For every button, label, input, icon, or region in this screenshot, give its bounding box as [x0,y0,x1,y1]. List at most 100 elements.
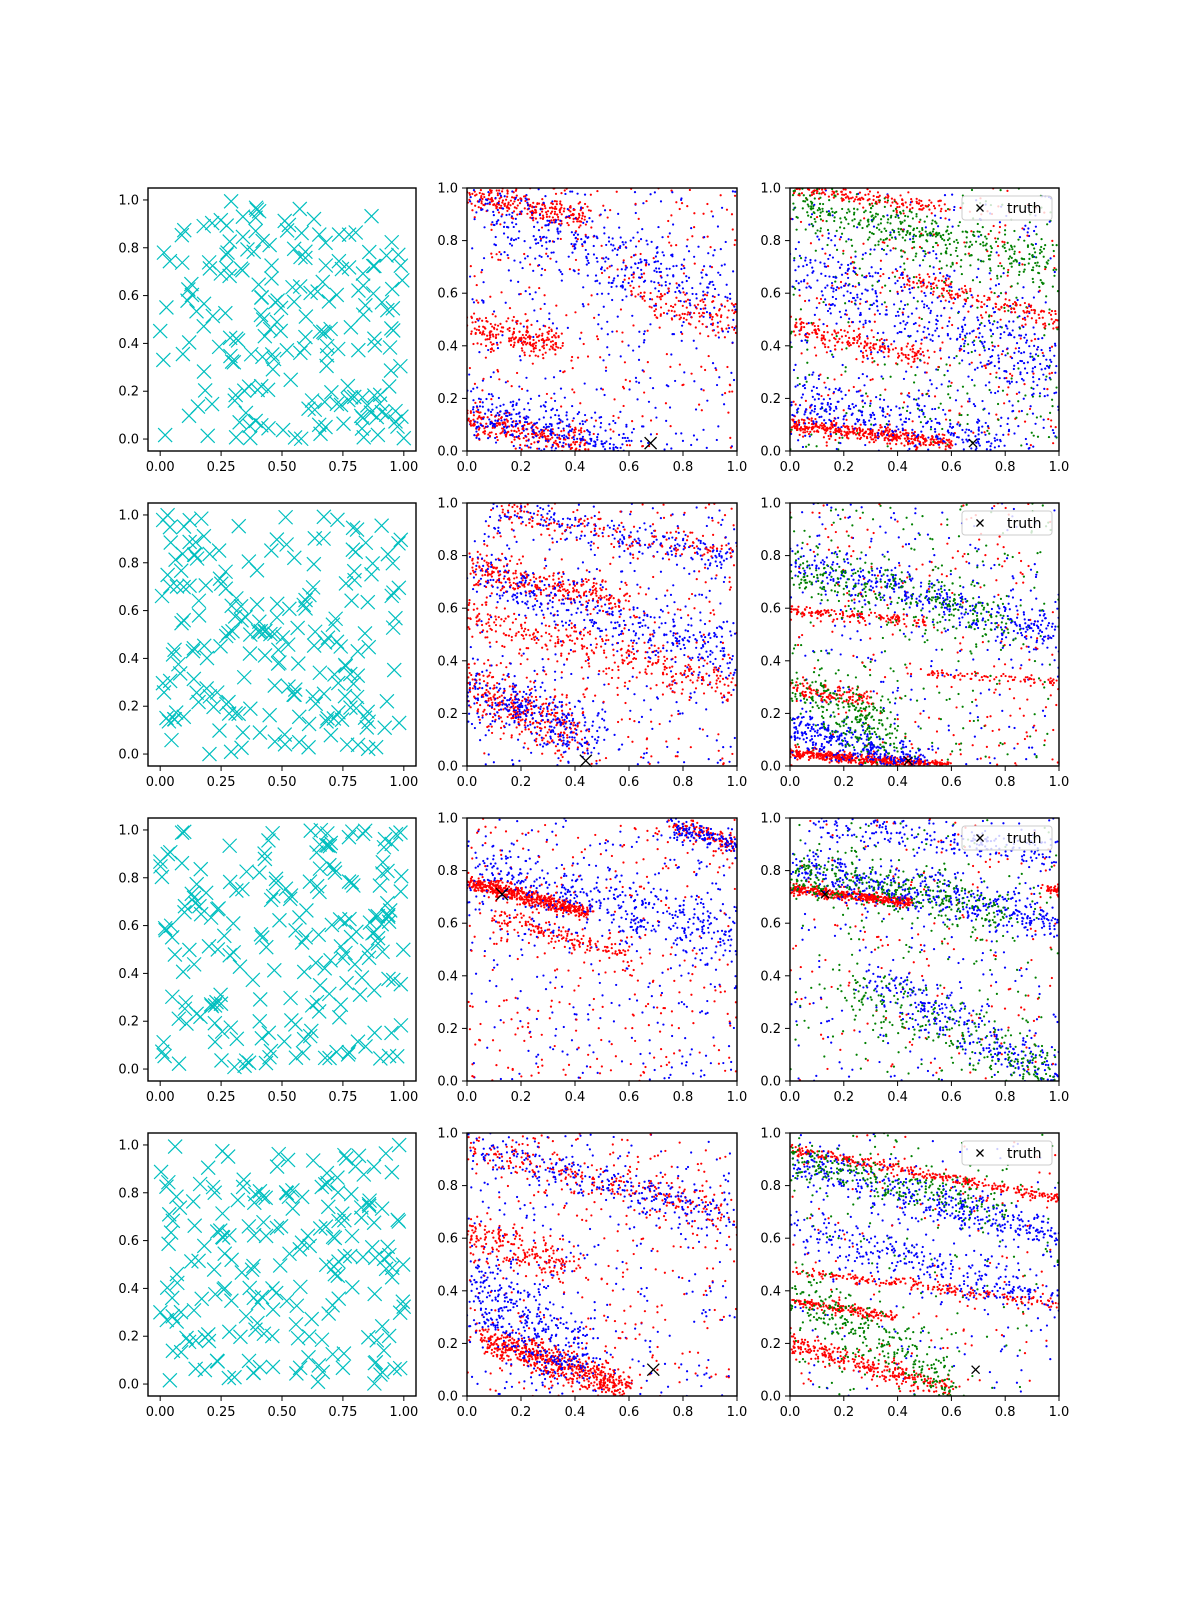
sample-point [796,384,799,387]
sample-point [947,277,950,280]
sample-point [895,201,898,204]
sample-point [477,200,481,203]
sample-point [496,192,499,195]
sample-point [862,206,865,209]
sample-point [710,266,714,269]
sample-point [480,202,483,205]
sample-point [585,441,588,444]
sample-point [945,264,948,267]
sample-point [892,209,895,212]
sample-point [961,326,964,329]
sample-point [1007,380,1011,383]
prior-point [218,260,234,276]
sample-point [506,192,509,195]
sample-point [512,225,515,229]
sample-point [1038,378,1041,381]
sample-point [1018,315,1021,318]
sample-point [613,398,616,401]
sample-point [574,217,577,220]
sample-point [958,294,962,297]
sample-point [906,283,909,286]
sample-point [826,228,830,232]
prior-point [156,245,172,261]
sample-point [632,427,635,431]
sample-point [648,305,651,308]
sample-point [1035,233,1038,236]
sample-point [978,230,981,233]
sample-point [531,362,534,365]
sample-point [470,202,473,205]
sample-point [886,221,889,224]
sample-point [475,328,478,331]
sample-point [581,435,585,438]
sample-point [983,431,986,434]
sample-point [866,238,870,241]
sample-point [547,223,550,226]
sample-point [692,434,696,437]
sample-point [492,335,495,338]
sample-point [869,346,872,349]
sample-point [938,267,941,271]
sample-point [909,291,912,294]
sample-point [712,283,715,287]
sample-point [924,440,927,443]
sample-point [818,202,822,205]
sample-point [494,432,498,436]
sample-point [671,253,674,256]
sample-point [931,301,934,304]
sample-point [880,230,883,233]
sample-point [550,221,554,224]
sample-point [832,275,835,279]
sample-point [505,198,508,201]
sample-point [886,412,889,416]
sample-point [506,328,509,331]
sample-point [506,380,509,383]
sample-point [607,292,610,295]
sample-point [622,243,625,246]
sample-point [965,236,968,239]
sample-point [729,384,732,387]
prior-point [246,244,262,260]
sample-point [826,265,830,268]
sample-point [476,421,479,424]
prior-point [311,227,327,242]
sample-point [704,307,707,310]
sample-point [1055,436,1058,439]
sample-point [886,199,890,202]
sample-point [492,223,495,226]
sample-point [891,348,895,351]
sample-point [806,430,809,433]
sample-point [964,323,967,326]
sample-point [521,424,524,428]
sample-point [533,346,536,350]
sample-point [528,354,531,357]
sample-point [553,392,556,395]
sample-point [936,437,940,440]
sample-point [980,322,983,325]
sample-point [650,306,653,309]
sample-point [793,256,796,260]
sample-point [717,271,720,274]
sample-point [802,194,805,197]
sample-point [625,423,628,426]
sample-point [857,376,860,380]
sample-point [606,333,609,336]
sample-point [949,253,952,256]
sample-point [977,319,980,322]
sample-point [553,210,557,213]
sample-point [807,432,811,436]
sample-point [726,299,729,302]
sample-point [525,421,529,424]
sample-point [1007,417,1010,420]
sample-point [606,346,609,349]
sample-point [807,427,810,430]
sample-point [533,431,536,435]
sample-point [807,322,810,325]
sample-point [489,336,492,339]
sample-point [885,237,889,240]
sample-point [494,336,498,340]
sample-point [983,324,986,328]
sample-point [981,241,985,244]
sample-point [531,430,534,433]
sample-point [822,323,825,326]
